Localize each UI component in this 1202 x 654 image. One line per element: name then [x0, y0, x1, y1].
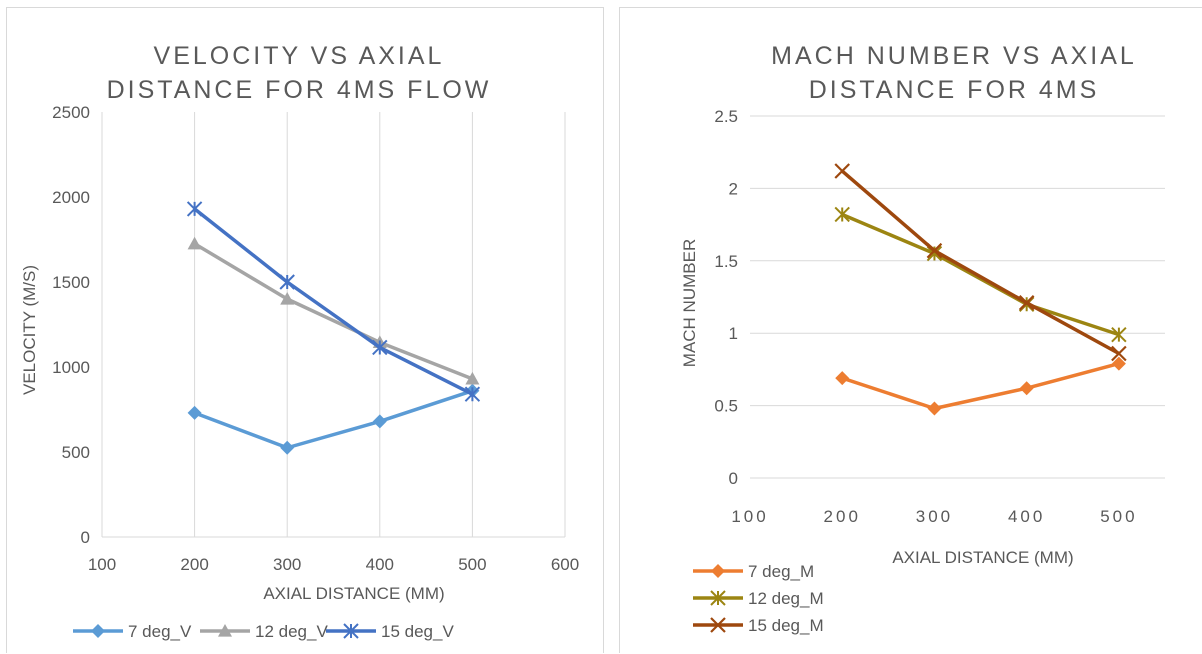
y-tick-label: 2: [729, 179, 738, 198]
chart-title-line2: DISTANCE FOR 4MS: [809, 76, 1100, 104]
y-tick-label: 0.5: [714, 397, 738, 416]
y-tick-label: 500: [62, 443, 90, 462]
velocity-chart: VELOCITY VS AXIAL DISTANCE FOR 4MS FLOW …: [20, 42, 579, 641]
legend-marker: [218, 624, 232, 637]
x-tick-label: 400: [1008, 507, 1045, 526]
mach-chart-panel: MACH NUMBER VS AXIAL DISTANCE FOR 4MS 0 0…: [619, 7, 1202, 653]
x-tick-label: 500: [1100, 507, 1137, 526]
x-axis-label: AXIAL DISTANCE (MM): [892, 548, 1073, 567]
data-point: [372, 414, 387, 429]
data-point: [1019, 381, 1034, 396]
y-tick-label: 1: [729, 324, 738, 343]
data-point: [834, 206, 850, 223]
data-point: [1111, 345, 1127, 362]
y-tick-label: 0: [81, 528, 90, 547]
legend-label-2: 12 deg_M: [748, 589, 824, 608]
data-point: [280, 440, 295, 455]
mach-chart: MACH NUMBER VS AXIAL DISTANCE FOR 4MS 0 0…: [680, 42, 1165, 635]
legend-marker: [91, 624, 105, 638]
data-point: [464, 386, 481, 402]
x-tick-label: 500: [458, 555, 486, 574]
x-tick-label: 300: [273, 555, 301, 574]
series-line-2: [193, 242, 474, 381]
y-axis-label: VELOCITY (M/S): [20, 265, 39, 395]
series-line-1: [193, 389, 473, 450]
legend-marker: [710, 590, 726, 606]
legend-label-1: 7 deg_M: [748, 562, 814, 581]
y-tick-label: 2.5: [714, 107, 738, 126]
series-line-3: [193, 207, 474, 396]
x-tick-label: 300: [916, 507, 953, 526]
y-tick-label: 1.5: [714, 252, 738, 271]
data-point: [187, 405, 202, 420]
legend-label-3: 15 deg_M: [748, 616, 824, 635]
chart-title-line2: DISTANCE FOR 4MS FLOW: [107, 76, 492, 104]
data-point: [1111, 356, 1126, 371]
data-point: [372, 339, 388, 356]
data-point: [187, 236, 202, 250]
data-point: [465, 371, 480, 385]
legend-marker: [711, 564, 725, 578]
data-point: [927, 401, 942, 416]
legend-label-2: 12 deg_V: [255, 622, 328, 641]
legend-marker: [710, 617, 726, 633]
data-point: [926, 242, 943, 259]
legend-label-1: 7 deg_V: [128, 622, 192, 641]
data-point: [186, 201, 203, 217]
y-axis-label: MACH NUMBER: [680, 239, 699, 367]
data-point: [1018, 295, 1035, 311]
chart-title-line1: VELOCITY VS AXIAL: [154, 42, 445, 70]
data-point: [834, 163, 850, 179]
legend-label-3: 15 deg_V: [381, 622, 454, 641]
x-tick-label: 100: [731, 507, 768, 526]
x-tick-label: 200: [824, 507, 861, 526]
x-tick-label: 600: [551, 555, 579, 574]
legend-marker: [343, 623, 359, 639]
data-point: [280, 292, 295, 305]
y-tick-label: 1000: [52, 358, 90, 377]
velocity-chart-panel: VELOCITY VS AXIAL DISTANCE FOR 4MS FLOW …: [6, 7, 604, 653]
x-tick-label: 400: [366, 555, 394, 574]
data-point: [279, 274, 295, 290]
x-tick-label: 100: [88, 555, 116, 574]
x-tick-label: 200: [180, 555, 208, 574]
chart-title-line1: MACH NUMBER VS AXIAL: [771, 42, 1137, 70]
y-tick-label: 2000: [52, 188, 90, 207]
data-point: [835, 371, 850, 386]
series-line-1: [841, 361, 1120, 411]
y-tick-label: 1500: [52, 273, 90, 292]
y-tick-label: 0: [729, 469, 738, 488]
series-line-3: [841, 169, 1120, 356]
x-axis-label: AXIAL DISTANCE (MM): [263, 584, 444, 603]
data-point: [1111, 326, 1127, 343]
y-tick-label: 2500: [52, 103, 90, 122]
series-line-2: [841, 212, 1120, 337]
